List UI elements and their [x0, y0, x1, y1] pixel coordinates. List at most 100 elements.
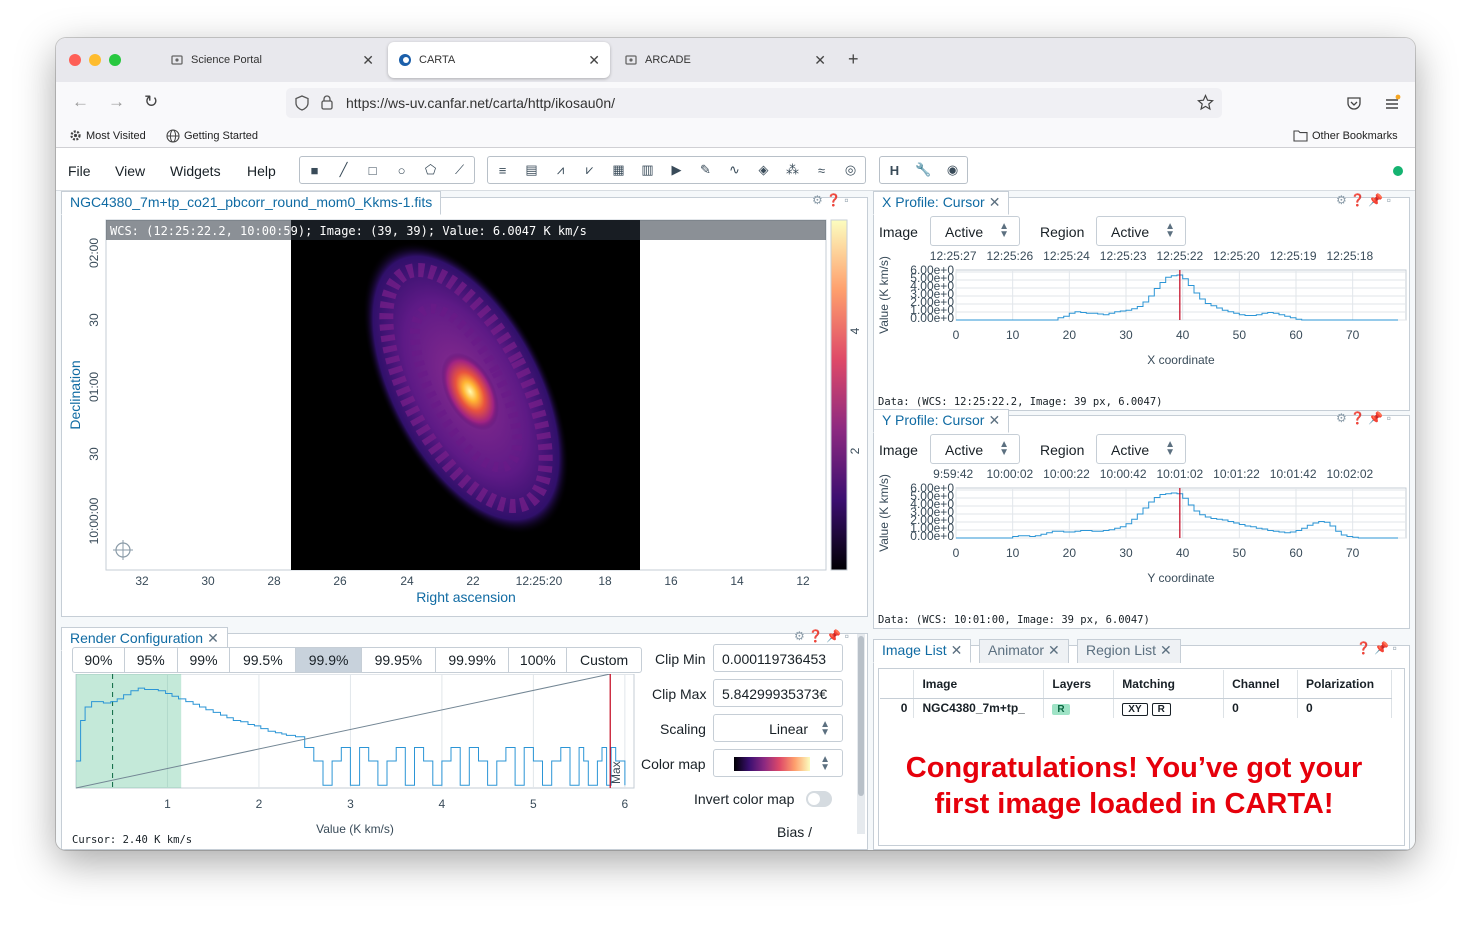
percentile-99-9-button[interactable]: 99.9%	[296, 648, 362, 672]
percentile-99-95-button[interactable]: 99.95%	[362, 648, 436, 672]
maximize-icon[interactable]: ▫	[844, 629, 849, 643]
column-channel[interactable]: Channel	[1223, 670, 1299, 699]
statistics-icon[interactable]: ▦	[612, 162, 625, 177]
new-tab-icon[interactable]: +	[848, 49, 859, 69]
close-window-button[interactable]	[69, 54, 81, 66]
image-select[interactable]: Active ▲ ▼	[930, 216, 1020, 246]
region-list-icon[interactable]: ≡	[498, 162, 507, 178]
percentile-99-5-button[interactable]: 99.5%	[230, 648, 297, 672]
help-icon[interactable]: ❓	[826, 193, 842, 207]
match-r-button[interactable]: R	[1151, 702, 1171, 716]
pin-icon[interactable]: 📌	[1368, 193, 1384, 207]
close-tab-icon[interactable]: ✕	[988, 412, 1001, 428]
render-config-icon[interactable]: ✎	[700, 162, 711, 177]
browser-tab-science-portal[interactable]: Science Portal ✕	[160, 42, 384, 78]
z-profile-icon[interactable]: ⩗	[585, 162, 594, 177]
catalog-icon[interactable]: ⁂	[786, 162, 799, 177]
help-icon[interactable]: ❓	[808, 629, 824, 643]
region-select[interactable]: Active ▲ ▼	[1096, 216, 1186, 246]
other-bookmarks-folder[interactable]: Other Bookmarks	[1293, 129, 1398, 142]
column-matching[interactable]: Matching	[1113, 670, 1225, 699]
browser-tab-arcade[interactable]: ARCADE ✕	[614, 42, 836, 78]
percentile-99-button[interactable]: 99%	[178, 648, 231, 672]
clip-min-input[interactable]: 0.000119736453	[713, 644, 843, 672]
close-tab-icon[interactable]: ✕	[362, 52, 374, 68]
reload-icon[interactable]: ↻	[144, 92, 159, 111]
close-tab-icon[interactable]: ✕	[207, 630, 219, 646]
file-header-icon[interactable]: ▤	[525, 162, 538, 177]
image-view-tab[interactable]: NGC4380_7m+tp_co21_pbcorr_round_mom0_Kkm…	[61, 191, 442, 215]
menu-view[interactable]: View	[115, 163, 146, 179]
x-profile-tab[interactable]: X Profile: Cursor ✕	[873, 191, 1010, 215]
percentile-90-button[interactable]: 90%	[73, 648, 125, 672]
column-polarization[interactable]: Polarization	[1297, 670, 1392, 699]
close-tab-icon[interactable]: ✕	[1048, 642, 1060, 658]
percentile-100-button[interactable]: 100%	[509, 648, 568, 672]
zoom-window-button[interactable]	[109, 54, 121, 66]
close-tab-icon[interactable]: ✕	[588, 52, 600, 68]
maximize-icon[interactable]: ▫	[844, 193, 849, 207]
layer-raster-badge[interactable]: R	[1052, 704, 1070, 716]
hamburger-menu-icon[interactable]	[1384, 94, 1402, 110]
wrench-icon[interactable]: 🔧	[915, 162, 932, 177]
gear-icon[interactable]: ⚙	[812, 193, 823, 207]
maximize-icon[interactable]: ▫	[1386, 193, 1391, 207]
image-list-tab[interactable]: Image List ✕	[873, 639, 972, 663]
pin-icon[interactable]: 📌	[1368, 411, 1384, 425]
colormap-select[interactable]: ▲ ▼	[713, 749, 843, 777]
y-profile-tab[interactable]: Y Profile: Cursor ✕	[873, 409, 1010, 433]
pointer-tool-icon[interactable]: ■	[310, 162, 319, 178]
contour-icon[interactable]: ◉	[946, 162, 959, 177]
scaling-select[interactable]: Linear ▲ ▼	[713, 714, 843, 742]
maximize-icon[interactable]: ▫	[1392, 641, 1397, 655]
region-list-tab[interactable]: Region List ✕	[1077, 639, 1181, 663]
panel-scrollbar[interactable]	[857, 634, 865, 834]
percentile-99-99-button[interactable]: 99.99%	[436, 648, 510, 672]
help-icon[interactable]: ❓	[1356, 641, 1371, 655]
polygon-tool-icon[interactable]: ⬠	[424, 162, 437, 177]
polyline-tool-icon[interactable]: ⟋	[454, 162, 465, 177]
column-layers[interactable]: Layers	[1043, 670, 1115, 699]
pocket-icon[interactable]	[1346, 96, 1362, 111]
image-view-canvas[interactable]: WCS: (12:25:22.2, 10:00:59); Image: (39,…	[62, 213, 867, 613]
table-row[interactable]: 0 NGC4380_7m+tp_ R XY R 0 0	[880, 698, 1392, 718]
percentile-custom-button[interactable]: Custom	[579, 652, 629, 668]
spectral-line-query-icon[interactable]: ≈	[817, 162, 826, 178]
menu-widgets[interactable]: Widgets	[170, 163, 221, 179]
browser-tab-carta[interactable]: CARTA ✕	[388, 42, 610, 78]
pin-icon[interactable]: 📌	[1374, 641, 1390, 655]
xy-profile-icon[interactable]: ⩘	[556, 162, 565, 177]
gear-icon[interactable]: ⚙	[794, 629, 805, 643]
animator-tab[interactable]: Animator ✕	[979, 639, 1069, 663]
close-tab-icon[interactable]: ✕	[1160, 642, 1172, 658]
clip-max-input[interactable]: 5.84299935373€	[713, 679, 843, 707]
ellipse-tool-icon[interactable]: ○	[397, 162, 406, 178]
invert-colormap-toggle[interactable]	[806, 791, 832, 807]
close-tab-icon[interactable]: ✕	[988, 194, 1001, 210]
hips-icon[interactable]: H	[889, 162, 900, 178]
help-icon[interactable]: ❓	[1350, 411, 1366, 425]
minimize-window-button[interactable]	[89, 54, 101, 66]
animator-icon[interactable]: ▶	[671, 162, 682, 177]
pin-icon[interactable]: 📌	[826, 629, 842, 643]
image-select[interactable]: Active ▲ ▼	[930, 434, 1020, 464]
line-tool-icon[interactable]: ╱	[339, 162, 348, 177]
menu-help[interactable]: Help	[247, 163, 276, 179]
layers-icon[interactable]: ◈	[758, 162, 769, 177]
gear-icon[interactable]: ⚙	[1336, 193, 1347, 207]
histogram-icon[interactable]: ▥	[641, 162, 654, 177]
percentile-95-button[interactable]: 95%	[125, 648, 178, 672]
region-select[interactable]: Active ▲ ▼	[1096, 434, 1186, 464]
menu-file[interactable]: File	[68, 163, 91, 179]
bookmark-star-icon[interactable]	[1197, 94, 1214, 111]
close-tab-icon[interactable]: ✕	[950, 642, 963, 658]
column-image[interactable]: Image	[913, 670, 1045, 699]
back-arrow-icon[interactable]: ←	[72, 92, 89, 111]
close-tab-icon[interactable]: ✕	[814, 52, 826, 68]
url-bar[interactable]: https://ws-uv.canfar.net/carta/http/ikos…	[286, 88, 1222, 118]
forward-arrow-icon[interactable]: →	[108, 92, 125, 111]
bookmark-most-visited[interactable]: Most Visited	[69, 129, 146, 142]
match-xy-button[interactable]: XY	[1122, 702, 1148, 716]
render-histogram[interactable]: 1 2 3 4 5 6 Max Value (K km/s) Cursor: 2.40 K km…	[62, 674, 642, 850]
maximize-icon[interactable]: ▫	[1386, 411, 1391, 425]
